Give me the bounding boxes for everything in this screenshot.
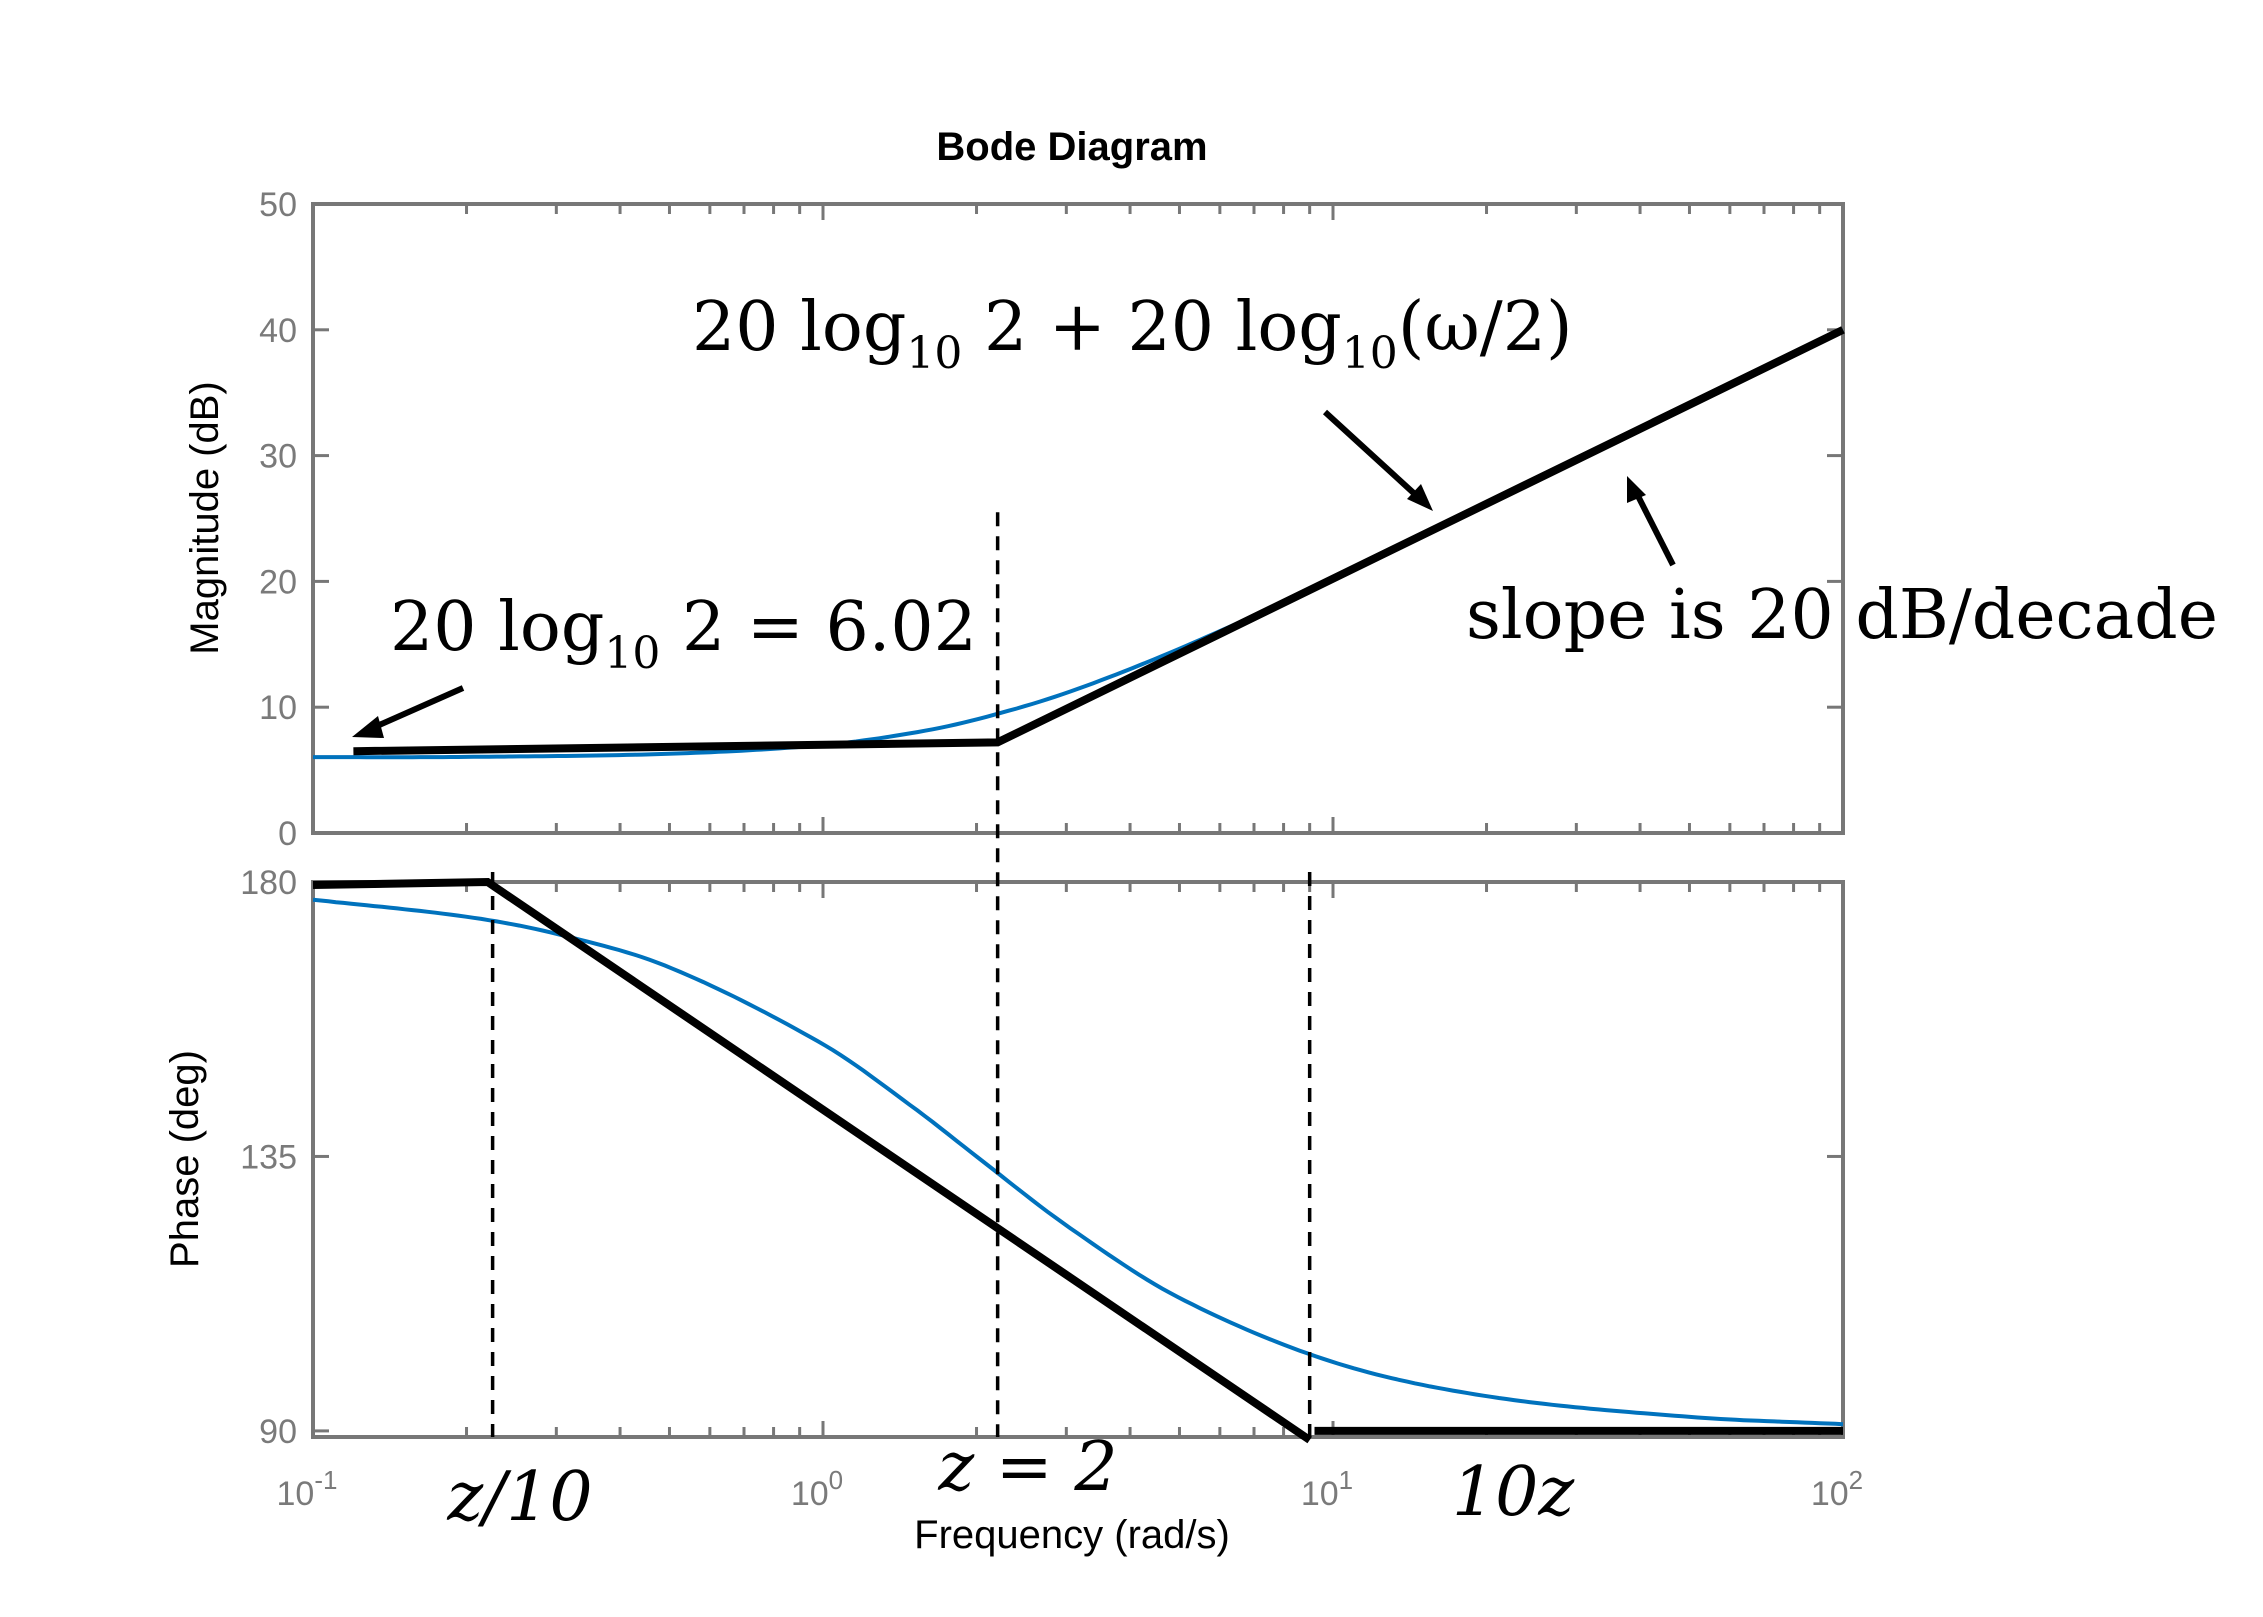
annotation-dc-gain-subscript: 10 (604, 628, 660, 679)
annotation-z-equals-2: z = 2 (937, 1428, 1117, 1507)
annotation-z-over-10: z/10 (446, 1458, 592, 1537)
phase-curves (312, 877, 1844, 1444)
x-tick-labels: 10-1 100 101 102 (277, 1465, 1864, 1513)
y-tick-label: 0 (278, 815, 297, 853)
phase-panel: 90 135 180 Phase (deg) (163, 864, 1845, 1451)
annotation-asymptote-formula: 20 log10 2 + 20 log10(ω/2) (692, 288, 1573, 379)
y-tick-label: 40 (259, 312, 297, 350)
arrow-asymptote (1322, 409, 1421, 500)
annotation-dc-gain: 20 log10 2 = 6.02 (390, 588, 977, 679)
annotation-formula-subscript-2: 10 (1342, 328, 1398, 379)
annotation-formula-part1: 20 log (692, 288, 906, 367)
phase-y-tick-labels: 90 135 180 (240, 864, 297, 1451)
magnitude-axes-frame (311, 202, 1845, 835)
annotation-slope: slope is 20 dB/decade (1466, 576, 2218, 655)
arrow-dc-gain-head (352, 716, 384, 738)
magnitude-exact-line (313, 328, 1844, 760)
magnitude-y-label: Magnitude (dB) (183, 381, 227, 654)
annotation-formula-subscript-1: 10 (906, 328, 962, 379)
annotation-arrows (352, 409, 1676, 738)
phase-exact-line (312, 897, 1844, 1427)
annotation-dc-gain-part1: 20 log (390, 588, 604, 667)
y-tick-label: 180 (240, 864, 297, 902)
y-tick-label: 90 (259, 1413, 297, 1451)
y-tick-label: 50 (259, 186, 297, 224)
arrow-slope (1634, 492, 1676, 567)
y-tick-label: 135 (240, 1138, 297, 1176)
annotation-formula-part2: 2 + 20 log (962, 288, 1341, 367)
break-frequency-markers (490, 512, 1312, 1437)
y-tick-label: 20 (259, 563, 297, 601)
magnitude-curves (313, 326, 1845, 760)
phase-asymptote-line (312, 877, 1312, 1444)
y-tick-label: 10 (259, 689, 297, 727)
phase-ticks (311, 880, 1843, 1437)
annotation-ten-z: 10z (1452, 1453, 1576, 1532)
x-tick-label: 102 (1811, 1465, 1863, 1513)
magnitude-y-tick-labels: 0 10 20 30 40 50 (259, 186, 297, 853)
arrow-dc-gain (366, 685, 465, 733)
x-axis-label: Frequency (rad/s) (914, 1513, 1230, 1557)
x-tick-label: 100 (791, 1465, 843, 1513)
chart-title: Bode Diagram (936, 125, 1207, 169)
arrow-slope-head (1627, 476, 1646, 503)
annotation-dc-gain-part2: 2 = 6.02 (660, 588, 977, 667)
x-tick-label: 10-1 (277, 1465, 338, 1513)
x-tick-label: 101 (1301, 1465, 1353, 1513)
phase-y-label: Phase (deg) (163, 1050, 207, 1268)
y-tick-label: 30 (259, 438, 297, 476)
phase-axes-frame (311, 880, 1845, 1439)
magnitude-panel: 0 10 20 30 40 50 Magnitude (dB) (183, 186, 1845, 853)
magnitude-asymptote-line (353, 326, 1845, 756)
arrow-asymptote-head (1407, 484, 1433, 511)
annotation-formula-part3: (ω/2) (1398, 288, 1573, 367)
